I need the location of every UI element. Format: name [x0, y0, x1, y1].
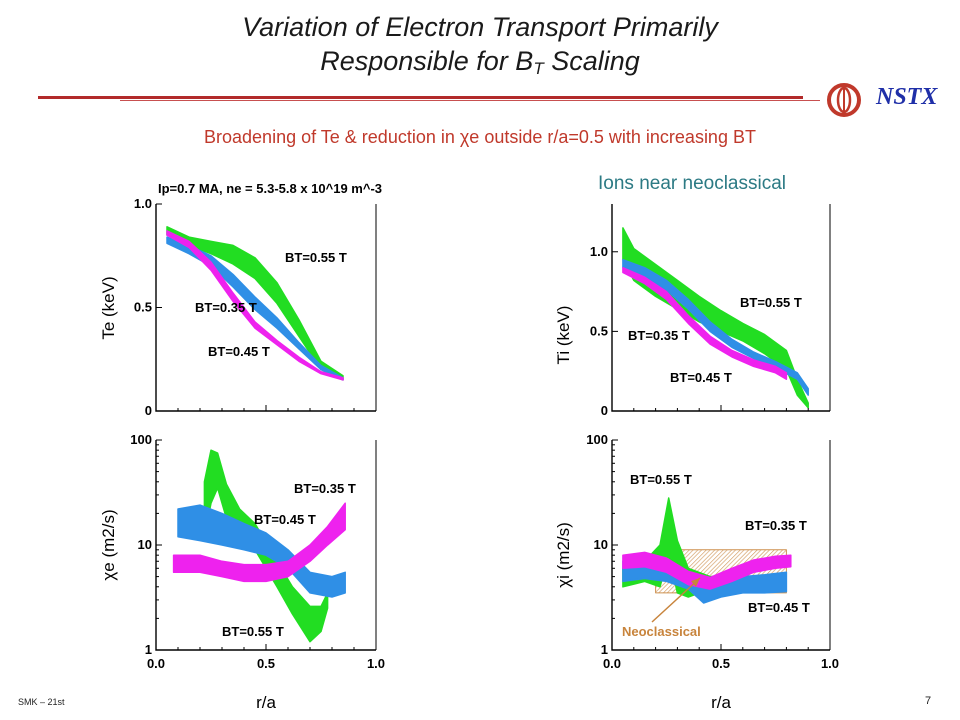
- te-ytick-label: 0: [145, 403, 152, 418]
- chie-ylabel: χe (m2/s): [99, 509, 118, 580]
- slide-title-line1: Variation of Electron Transport Primaril…: [242, 12, 718, 42]
- chie-xlabel: r/a: [256, 693, 276, 712]
- slide-title: Variation of Electron Transport Primaril…: [130, 10, 830, 86]
- ti-annotation: BT=0.35 T: [628, 328, 690, 343]
- chii-ylabel: χi (m2/s): [554, 522, 573, 588]
- nstx-logo-icon: [827, 83, 861, 117]
- logo-text: NSTX: [876, 84, 938, 110]
- chie-band-bt-0-45-t: [177, 504, 346, 598]
- chie-annotation: BT=0.55 T: [222, 624, 284, 639]
- ti-ytick-label: 0.5: [590, 323, 608, 338]
- chii-xtick-label: 0.5: [712, 656, 730, 671]
- ti-ylabel: Ti (keV): [554, 306, 573, 365]
- slide-title-line2: Responsible for BT Scaling: [130, 44, 830, 86]
- te-title: Ip=0.7 MA, ne = 5.3-5.8 x 10^19 m^-3: [158, 181, 382, 196]
- te-annotation: BT=0.35 T: [195, 300, 257, 315]
- slide-title-line2-sub: T: [533, 59, 544, 78]
- chie-xtick-label: 1.0: [367, 656, 385, 671]
- chie-ytick-label: 1: [145, 642, 152, 657]
- neoclassical-arrow-icon: [651, 577, 701, 623]
- chii-annotation: BT=0.45 T: [748, 600, 810, 615]
- ti-annotation: BT=0.55 T: [740, 295, 802, 310]
- slide-title-line2-main: Responsible for B: [320, 46, 534, 76]
- te-annotation: BT=0.55 T: [285, 250, 347, 265]
- ti-ytick-label: 1.0: [590, 244, 608, 259]
- chii-annotation: BT=0.35 T: [745, 518, 807, 533]
- chii-annotation: BT=0.55 T: [630, 472, 692, 487]
- chie-annotation: BT=0.45 T: [254, 512, 316, 527]
- slide-title-line2-tail: Scaling: [543, 46, 640, 76]
- ti-band-bt-0-35-t: [622, 266, 788, 380]
- chie-annotation: BT=0.35 T: [294, 481, 356, 496]
- te-annotation: BT=0.45 T: [208, 344, 270, 359]
- title-rule-thin: [120, 100, 820, 101]
- chii-ytick-label: 1: [601, 642, 608, 657]
- ti-annotation: BT=0.45 T: [670, 370, 732, 385]
- te-ytick-label: 0.5: [134, 300, 152, 315]
- te-chart: 0 0.5 1.0 Te (keV) Ip=0.7 MA, ne = 5.3-5.8 x…: [99, 181, 382, 418]
- chii-chart: 1 10 100 0.0 0.5 1.0 χi (m2/s) r/a BT=0.55 T BT=0…: [554, 432, 839, 712]
- te-ytick-label: 1.0: [134, 196, 152, 211]
- ti-chart: 0 0.5 1.0 Ti (keV) BT=0.55 T BT=0.35 T BT=0.45…: [554, 204, 831, 418]
- ti-ytick-label: 0: [601, 403, 608, 418]
- page-number: 7: [925, 695, 932, 707]
- chie-ytick-label: 10: [138, 537, 152, 552]
- chie-ytick-label: 100: [130, 432, 152, 447]
- chii-ytick-label: 100: [586, 432, 608, 447]
- chie-band-bt-0-35-t: [172, 502, 346, 583]
- chii-xtick-label: 1.0: [821, 656, 839, 671]
- slide-subtitle: Broadening of Te & reduction in χe outsi…: [204, 127, 756, 147]
- chii-xlabel: r/a: [711, 693, 731, 712]
- title-rule: [38, 96, 803, 99]
- neoclassical-arrowhead-icon: [691, 578, 700, 587]
- te-ylabel: Te (keV): [99, 276, 118, 339]
- chie-xtick-label: 0.0: [147, 656, 165, 671]
- chii-xtick-label: 0.0: [603, 656, 621, 671]
- chii-ytick-label: 10: [594, 537, 608, 552]
- ti-band-bt-0-55-t: [622, 227, 809, 409]
- chii-band-bt-0-35-t: [622, 551, 792, 590]
- chie-chart: 1 10 100 0.0 0.5 1.0 χe (m2/s) r/a BT=0.35 T BT=0…: [99, 432, 385, 712]
- footer-left: SMK – 21st: [18, 697, 65, 707]
- te-band-bt-0-35-t: [166, 230, 344, 381]
- chie-xtick-label: 0.5: [257, 656, 275, 671]
- ti-band-bt-0-45-t: [622, 258, 809, 396]
- ions-note: Ions near neoclassical: [598, 173, 786, 194]
- chii-annotation: Neoclassical: [622, 624, 701, 639]
